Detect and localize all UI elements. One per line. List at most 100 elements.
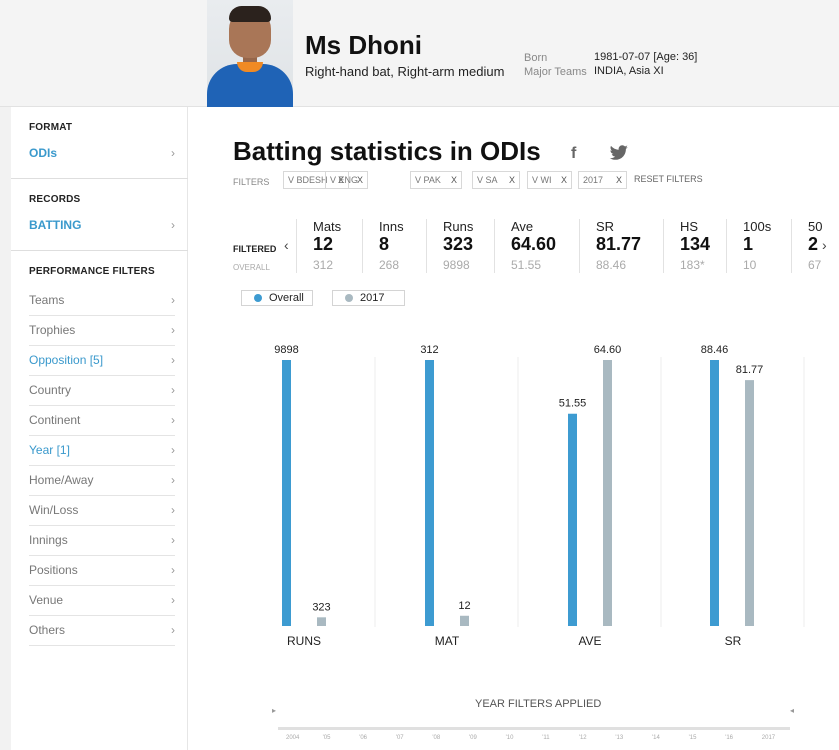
sidebar-filter-item[interactable]: Venue › <box>29 586 175 616</box>
stat-label: 100s <box>743 219 772 234</box>
chevron-right-icon: › <box>171 413 175 427</box>
sidebar-filter-item[interactable]: Continent › <box>29 406 175 436</box>
stat-filtered-value: 2 <box>808 234 819 254</box>
overall-row-label: OVERALL <box>233 263 270 272</box>
format-value: ODIs <box>29 146 58 160</box>
bar-value-label: 312 <box>420 344 438 356</box>
stat-column: HS 134 183* <box>663 219 726 273</box>
timeline-year-label: '08 <box>432 735 441 741</box>
reset-filters-button[interactable]: RESET FILTERS <box>634 174 703 184</box>
stat-overall-value: 67 <box>808 258 822 272</box>
legend-item[interactable]: Overall <box>241 290 313 306</box>
chart-bar <box>710 360 719 626</box>
stat-overall-value: 51.55 <box>511 258 542 272</box>
stat-filtered-value: 81.77 <box>596 234 642 254</box>
timeline-year-label: 2004 <box>286 735 300 741</box>
profile-header: Ms Dhoni Right-hand bat, Right-arm mediu… <box>0 0 839 107</box>
chevron-right-icon: › <box>171 218 175 232</box>
chevron-right-icon: › <box>171 473 175 487</box>
timeline-year-label: '15 <box>688 735 697 741</box>
divider <box>11 178 188 179</box>
sidebar-filter-label: Opposition [5] <box>29 353 104 367</box>
stat-label: Inns <box>379 219 404 234</box>
teams-value: INDIA, Asia XI <box>594 65 664 77</box>
chevron-right-icon: › <box>171 323 175 337</box>
sidebar-filter-item[interactable]: Teams › <box>29 286 175 316</box>
chevron-right-icon: › <box>171 533 175 547</box>
legend-label: Overall <box>269 292 304 304</box>
format-heading: FORMAT <box>29 122 73 133</box>
stat-label: HS <box>680 219 699 234</box>
chevron-right-icon[interactable]: › <box>822 237 827 253</box>
close-icon[interactable]: X <box>450 175 457 185</box>
filter-chip-label: V WI <box>532 175 552 185</box>
page-title: Batting statistics in ODIs <box>233 136 541 166</box>
chevron-left-icon[interactable]: ‹ <box>284 237 289 253</box>
stat-overall-value: 312 <box>313 258 334 272</box>
bar-value-label: 12 <box>458 600 470 612</box>
sidebar-filter-label: Teams <box>29 293 65 307</box>
year-slider-track[interactable] <box>278 727 790 730</box>
born-value: 1981-07-07 [Age: 36] <box>594 51 698 63</box>
sidebar-filter-item[interactable]: Innings › <box>29 526 175 556</box>
filtered-row-label: FILTERED <box>233 244 277 254</box>
chart-bar <box>317 617 326 626</box>
records-selector[interactable]: BATTING › <box>29 218 175 232</box>
filter-chip-label: V SA <box>477 175 498 185</box>
sidebar-filter-label: Continent <box>29 413 81 427</box>
sidebar-filter-label: Venue <box>29 593 64 607</box>
stat-column: 100s 1 10 <box>726 219 791 273</box>
stat-overall-value: 9898 <box>443 258 470 272</box>
stat-label: 50 <box>808 219 823 234</box>
close-icon[interactable]: X <box>615 175 622 185</box>
main-content: Batting statistics in ODIs f FILTERS V B… <box>188 107 839 750</box>
sidebar-filter-item[interactable]: Year [1] › <box>29 436 175 466</box>
sidebar-filter-label: Others <box>29 623 66 637</box>
close-icon[interactable]: X <box>337 175 344 185</box>
format-selector[interactable]: ODIs › <box>29 146 175 160</box>
timeline-year-label: '13 <box>615 735 624 741</box>
filter-chip[interactable]: V ENG X <box>325 171 368 189</box>
stat-label: SR <box>596 219 615 234</box>
filter-chip[interactable]: 2017 X <box>578 171 627 189</box>
stat-filtered-value: 1 <box>743 234 754 254</box>
stat-overall-value: 183* <box>680 258 705 272</box>
stat-label: Runs <box>443 219 474 234</box>
sidebar-filter-label: Home/Away <box>29 473 94 487</box>
timeline-left-handle-icon[interactable]: ▸ <box>272 706 277 715</box>
chevron-right-icon: › <box>171 593 175 607</box>
records-value: BATTING <box>29 218 82 232</box>
sidebar-filter-label: Country <box>29 383 72 397</box>
sidebar-filter-item[interactable]: Home/Away › <box>29 466 175 496</box>
legend-item[interactable]: 2017 <box>332 290 405 306</box>
timeline-right-handle-icon[interactable]: ◂ <box>790 706 795 715</box>
sidebar-filter-item[interactable]: Country › <box>29 376 175 406</box>
filter-chip[interactable]: V WI X <box>527 171 572 189</box>
category-label: AVE <box>578 634 601 648</box>
timeline-year-label: '11 <box>542 735 550 741</box>
stat-column: Mats 12 312 <box>296 219 362 273</box>
sidebar-filter-label: Year [1] <box>29 443 70 457</box>
filter-chip[interactable]: V SA X <box>472 171 520 189</box>
sidebar-filter-item[interactable]: Trophies › <box>29 316 175 346</box>
twitter-icon[interactable] <box>609 145 629 161</box>
timeline-year-label: '06 <box>359 735 368 741</box>
close-icon[interactable]: X <box>356 175 363 185</box>
sidebar-filter-item[interactable]: Positions › <box>29 556 175 586</box>
sidebar-filter-item[interactable]: Others › <box>29 616 175 646</box>
chevron-right-icon: › <box>171 563 175 577</box>
filter-chip[interactable]: V BDESH X <box>283 171 349 189</box>
bar-value-label: 9898 <box>274 344 298 356</box>
timeline-year-label: '10 <box>505 735 514 741</box>
stat-label: Mats <box>313 219 342 234</box>
stat-column: SR 81.77 88.46 <box>579 219 663 273</box>
sidebar-filter-item[interactable]: Win/Loss › <box>29 496 175 526</box>
chart-bar <box>460 615 469 626</box>
sidebar-filter-item[interactable]: Opposition [5] › <box>29 346 175 376</box>
close-icon[interactable]: X <box>560 175 567 185</box>
bar-value-label: 88.46 <box>701 344 729 356</box>
facebook-icon[interactable]: f <box>571 145 577 162</box>
stat-label: Ave <box>511 219 534 234</box>
filter-chip[interactable]: V PAK X <box>410 171 462 189</box>
close-icon[interactable]: X <box>508 175 515 185</box>
